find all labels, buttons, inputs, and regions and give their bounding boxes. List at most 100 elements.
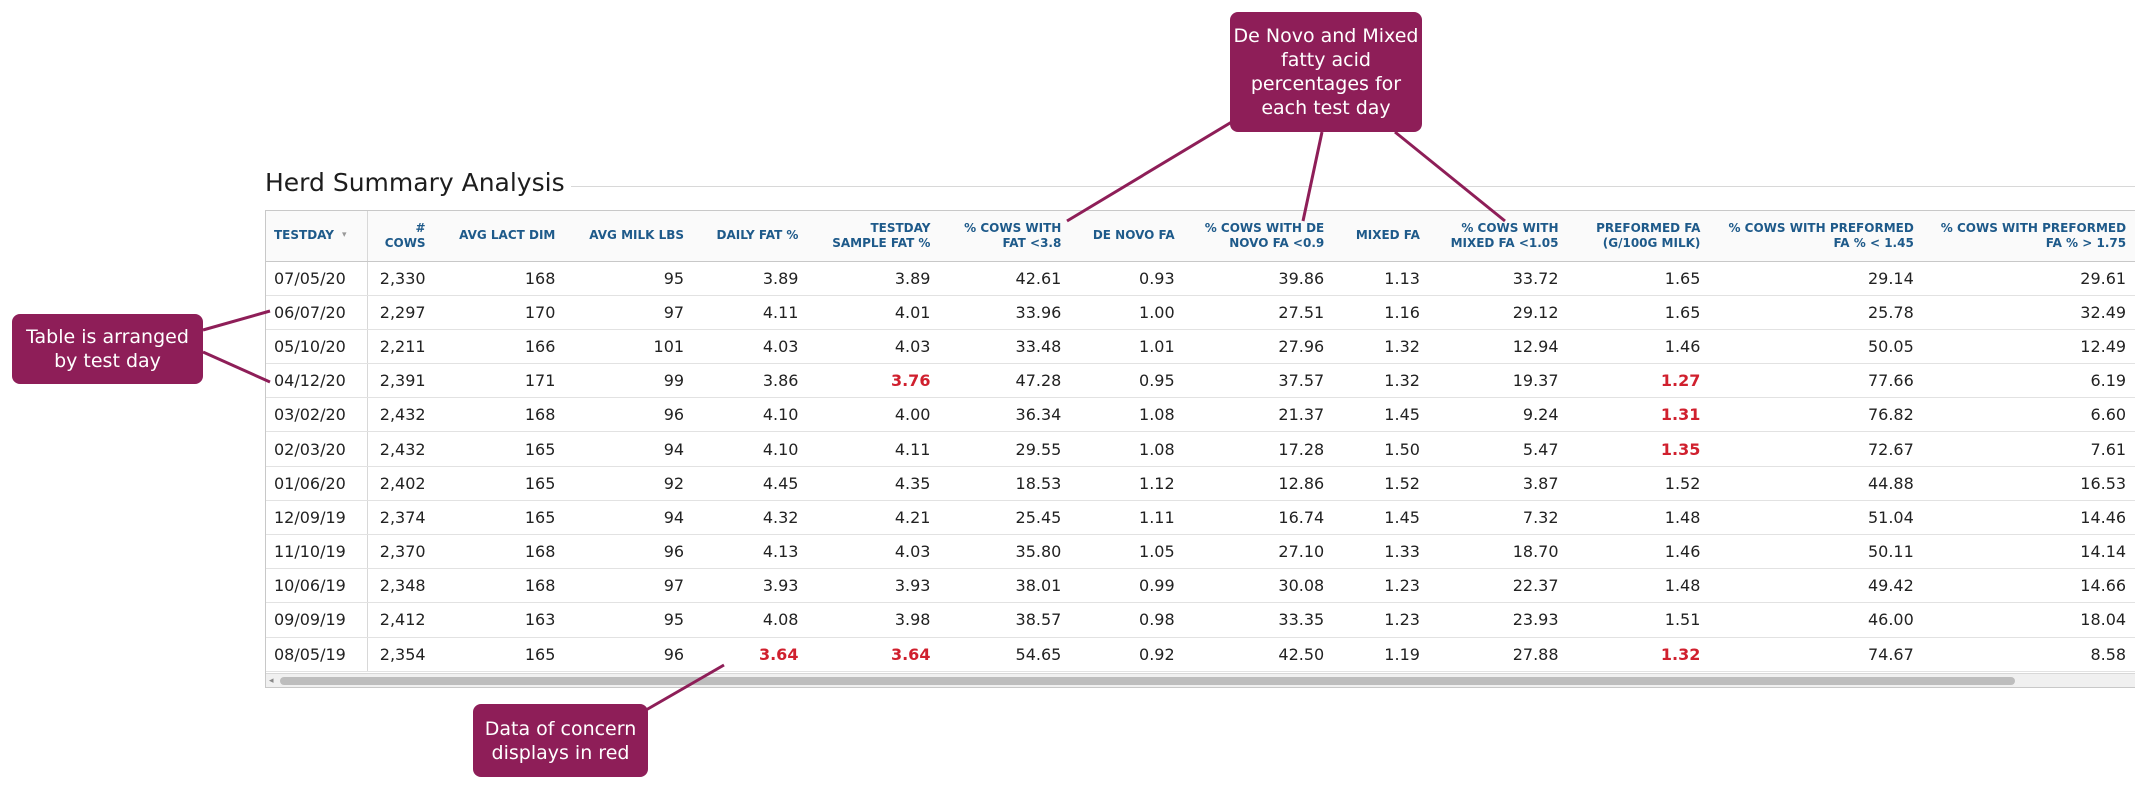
table-cell: 1.45 <box>1336 397 1432 433</box>
table-cell: 25.45 <box>942 500 1074 536</box>
table-cell: 19.37 <box>1431 363 1571 399</box>
table-cell: 14.46 <box>1925 500 2135 536</box>
column-header[interactable]: % COWS WITH MIXED FA <1.05 <box>1431 211 1571 262</box>
column-header[interactable]: PREFORMED FA (G/100G MILK) <box>1570 211 1713 262</box>
callout-test-day: Table is arranged by test day <box>12 314 203 384</box>
table-cell: 0.95 <box>1073 363 1187 399</box>
table-cell: 1.46 <box>1570 329 1713 365</box>
table-cell: 27.51 <box>1186 295 1337 330</box>
table-cell: 50.05 <box>1712 329 1926 365</box>
table-cell: 4.45 <box>696 466 811 501</box>
column-header-label: AVG MILK LBS <box>589 228 685 243</box>
scroll-left-icon[interactable]: ◂ <box>269 675 274 685</box>
table-cell: 1.05 <box>1073 534 1187 570</box>
table-cell: 1.13 <box>1336 261 1432 296</box>
table-row[interactable]: 06/07/20 2,297 170 97 4.11 4.01 33.96 1.00 27.51… <box>266 295 2135 330</box>
table-cell: 4.00 <box>810 397 943 433</box>
table-cell: 29.55 <box>942 431 1074 467</box>
table-cell: 1.48 <box>1570 500 1713 536</box>
column-header[interactable]: AVG LACT DIM <box>437 211 568 262</box>
table-cell: 1.23 <box>1336 568 1432 604</box>
table-cell: 96 <box>567 397 697 433</box>
table-cell: 2,432 <box>367 397 438 433</box>
column-header[interactable]: % COWS WITH DE NOVO FA <0.9 <box>1186 211 1337 262</box>
table-cell: 2,432 <box>367 431 438 467</box>
table-row[interactable]: 02/03/20 2,432 165 94 4.10 4.11 29.55 1.08 17.28… <box>266 431 2135 467</box>
table-cell: 76.82 <box>1712 397 1926 433</box>
scrollbar-thumb[interactable] <box>280 677 2015 685</box>
column-header[interactable]: AVG MILK LBS <box>567 211 697 262</box>
table-cell: 49.42 <box>1712 568 1926 604</box>
column-header[interactable]: TESTDAY SAMPLE FAT % <box>810 211 943 262</box>
table-cell: 39.86 <box>1186 261 1337 296</box>
table-cell: 22.37 <box>1431 568 1571 604</box>
table-cell: 1.32 <box>1570 637 1713 672</box>
table-cell: 1.33 <box>1336 534 1432 570</box>
table-cell: 1.11 <box>1073 500 1187 536</box>
table-cell: 1.32 <box>1336 329 1432 365</box>
column-header[interactable]: % COWS WITH FAT <3.8 <box>942 211 1074 262</box>
table-cell: 3.87 <box>1431 466 1571 501</box>
table-row[interactable]: 08/05/19 2,354 165 96 3.64 3.64 54.65 0.92 42.50… <box>266 637 2135 672</box>
column-header-label: TESTDAY SAMPLE FAT % <box>832 220 931 250</box>
table-row[interactable]: 12/09/19 2,374 165 94 4.32 4.21 25.45 1.11 16.74… <box>266 500 2135 536</box>
table-row[interactable]: 09/09/19 2,412 163 95 4.08 3.98 38.57 0.98 33.35… <box>266 602 2135 638</box>
herd-summary-grid[interactable]: TESTDAY ▾ # COWS AVG LACT DIM AVG MILK LBS DA… <box>265 210 2135 688</box>
table-cell: 95 <box>567 602 697 638</box>
column-header[interactable]: % COWS WITH PREFORMED FA % < 1.45 <box>1712 211 1926 262</box>
table-cell: 95 <box>567 261 697 296</box>
table-cell: 0.93 <box>1073 261 1187 296</box>
column-header[interactable]: TESTDAY ▾ <box>266 211 368 262</box>
table-cell: 3.93 <box>810 568 943 604</box>
table-row[interactable]: 04/12/20 2,391 171 99 3.86 3.76 47.28 0.95 37.57… <box>266 363 2135 399</box>
table-cell: 77.66 <box>1712 363 1926 399</box>
table-cell: 2,348 <box>367 568 438 604</box>
testday-cell: 07/05/20 <box>266 261 368 296</box>
table-cell: 27.10 <box>1186 534 1337 570</box>
table-cell: 97 <box>567 568 697 604</box>
table-cell: 1.65 <box>1570 261 1713 296</box>
table-cell: 0.99 <box>1073 568 1187 604</box>
title-row: Herd Summary Analysis <box>265 168 2135 204</box>
column-header[interactable]: DE NOVO FA <box>1073 211 1187 262</box>
table-cell: 96 <box>567 637 697 672</box>
table-cell: 2,374 <box>367 500 438 536</box>
table-cell: 9.24 <box>1431 397 1571 433</box>
table-row[interactable]: 05/10/20 2,211 166 101 4.03 4.03 33.48 1.01 27.9… <box>266 329 2135 365</box>
table-row[interactable]: 11/10/19 2,370 168 96 4.13 4.03 35.80 1.05 27.10… <box>266 534 2135 570</box>
table-cell: 27.96 <box>1186 329 1337 365</box>
table-row[interactable]: 01/06/20 2,402 165 92 4.45 4.35 18.53 1.12 12.86… <box>266 466 2135 501</box>
column-header-label: AVG LACT DIM <box>459 228 556 243</box>
table-cell: 4.03 <box>810 534 943 570</box>
table-cell: 1.08 <box>1073 397 1187 433</box>
table-cell: 4.32 <box>696 500 811 536</box>
column-header[interactable]: % COWS WITH PREFORMED FA % > 1.75 <box>1925 211 2135 262</box>
table-cell: 1.16 <box>1336 295 1432 330</box>
table-cell: 25.78 <box>1712 295 1926 330</box>
table-cell: 3.64 <box>696 637 811 672</box>
table-cell: 1.27 <box>1570 363 1713 399</box>
table-row[interactable]: 07/05/20 2,330 168 95 3.89 3.89 42.61 0.93 39.86… <box>266 261 2135 296</box>
table-cell: 4.35 <box>810 466 943 501</box>
table-cell: 3.93 <box>696 568 811 604</box>
table-cell: 4.10 <box>696 431 811 467</box>
testday-cell: 11/10/19 <box>266 534 368 570</box>
testday-cell: 04/12/20 <box>266 363 368 399</box>
horizontal-scrollbar[interactable]: ◂ <box>266 673 2135 687</box>
table-row[interactable]: 03/02/20 2,432 168 96 4.10 4.00 36.34 1.08 21.37… <box>266 397 2135 433</box>
table-cell: 46.00 <box>1712 602 1926 638</box>
column-header[interactable]: DAILY FAT % <box>696 211 811 262</box>
table-cell: 97 <box>567 295 697 330</box>
column-header[interactable]: MIXED FA <box>1336 211 1432 262</box>
table-cell: 38.57 <box>942 602 1074 638</box>
table-cell: 2,391 <box>367 363 438 399</box>
table-cell: 29.12 <box>1431 295 1571 330</box>
table-cell: 6.19 <box>1925 363 2135 399</box>
sort-chevron-icon[interactable]: ▾ <box>342 230 347 241</box>
table-cell: 1.50 <box>1336 431 1432 467</box>
table-cell: 168 <box>437 397 568 433</box>
table-row[interactable]: 10/06/19 2,348 168 97 3.93 3.93 38.01 0.99 30.08… <box>266 568 2135 604</box>
leader-testday-top <box>202 309 271 332</box>
column-header[interactable]: # COWS <box>367 211 438 262</box>
table-cell: 0.92 <box>1073 637 1187 672</box>
